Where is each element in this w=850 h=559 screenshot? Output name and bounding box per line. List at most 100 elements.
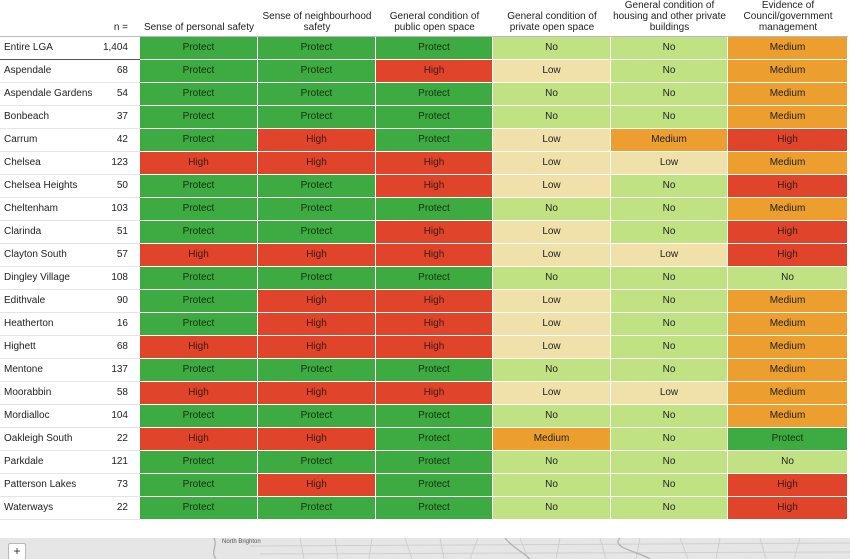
table-row: Edithvale 90 Protect High High Low No Medium (0, 290, 848, 313)
heat-cell: Protect (140, 175, 258, 198)
heat-cell: High (728, 175, 848, 198)
sample-size: 123 (100, 152, 140, 175)
heat-cell: No (493, 474, 611, 497)
area-label: Entire LGA (0, 37, 100, 60)
table-row: Carrum 42 Protect High Protect Low Medium High (0, 129, 848, 152)
heat-cell: Protect (258, 106, 376, 129)
heat-cell: Protect (258, 267, 376, 290)
heat-cell: Medium (728, 60, 848, 83)
heat-cell: High (376, 60, 493, 83)
heat-cell: High (728, 244, 848, 267)
table-row: Heatherton 16 Protect High High Low No Medium (0, 313, 848, 336)
header-row: n = Sense of personal safety Sense of ne… (0, 0, 848, 37)
heat-cell: No (493, 198, 611, 221)
heat-cell: Medium (728, 359, 848, 382)
map-preview[interactable]: + North Brighton (0, 538, 850, 559)
heat-cell: Protect (140, 37, 258, 60)
sample-size: 90 (100, 290, 140, 313)
heat-cell: No (728, 451, 848, 474)
table-row: Aspendale Gardens 54 Protect Protect Protect… (0, 83, 848, 106)
area-label: Edithvale (0, 290, 100, 313)
sample-size: 37 (100, 106, 140, 129)
heat-cell: Protect (258, 37, 376, 60)
heat-cell: Medium (611, 129, 728, 152)
heat-cell: High (258, 428, 376, 451)
heat-cell: Protect (140, 267, 258, 290)
heat-cell: No (611, 313, 728, 336)
heat-cell: Protect (140, 497, 258, 520)
heat-cell: No (611, 359, 728, 382)
sample-size: 73 (100, 474, 140, 497)
sample-size: 16 (100, 313, 140, 336)
table-row: Clarinda 51 Protect Protect High Low No High (0, 221, 848, 244)
heat-cell: Medium (728, 83, 848, 106)
table-row: Chelsea Heights 50 Protect Protect High Low No… (0, 175, 848, 198)
heat-cell: Medium (728, 37, 848, 60)
heat-cell: High (258, 152, 376, 175)
heat-cell: Medium (728, 405, 848, 428)
table-row: Chelsea 123 High High High Low Low Medium (0, 152, 848, 175)
area-column-header (0, 0, 100, 37)
heat-cell: Low (611, 152, 728, 175)
heat-cell: Protect (258, 175, 376, 198)
sample-size: 58 (100, 382, 140, 405)
heat-cell: High (258, 382, 376, 405)
area-label: Aspendale (0, 60, 100, 83)
heat-cell: Low (493, 336, 611, 359)
area-label: Aspendale Gardens (0, 83, 100, 106)
table-row: Dingley Village 108 Protect Protect Protect N… (0, 267, 848, 290)
table-row: Moorabbin 58 High High High Low Low Medium (0, 382, 848, 405)
heat-cell: Protect (728, 428, 848, 451)
area-label: Cheltenham (0, 198, 100, 221)
heat-cell: Low (493, 244, 611, 267)
column-header: General condition of housing and other p… (611, 0, 728, 37)
sample-size: 54 (100, 83, 140, 106)
map-streets (213, 538, 850, 559)
heat-cell: Low (493, 175, 611, 198)
area-label: Clarinda (0, 221, 100, 244)
heat-cell: Low (493, 313, 611, 336)
heat-cell: High (258, 313, 376, 336)
heat-cell: Protect (258, 60, 376, 83)
area-label: Chelsea Heights (0, 175, 100, 198)
heat-cell: Protect (140, 313, 258, 336)
sample-size: 22 (100, 428, 140, 451)
area-label: Clayton South (0, 244, 100, 267)
heat-cell: Medium (728, 382, 848, 405)
heat-cell: No (611, 37, 728, 60)
area-label: Oakleigh South (0, 428, 100, 451)
heat-cell: High (140, 152, 258, 175)
heat-cell: High (376, 244, 493, 267)
heat-cell: Protect (376, 267, 493, 290)
heat-cell: Protect (376, 83, 493, 106)
sample-size: 108 (100, 267, 140, 290)
heat-cell: High (140, 244, 258, 267)
heat-cell: Low (611, 244, 728, 267)
heat-cell: High (728, 497, 848, 520)
table-row: Patterson Lakes 73 Protect High Protect No No H… (0, 474, 848, 497)
n-column-header: n = (100, 0, 140, 37)
heat-cell: Protect (140, 60, 258, 83)
sample-size: 137 (100, 359, 140, 382)
heat-cell: No (611, 428, 728, 451)
heat-cell: High (258, 474, 376, 497)
heat-cell: Protect (258, 451, 376, 474)
heat-cell: Protect (376, 37, 493, 60)
heat-cell: No (493, 451, 611, 474)
heat-cell: Protect (258, 359, 376, 382)
heat-cell: Protect (140, 359, 258, 382)
heat-cell: High (728, 474, 848, 497)
column-header: Sense of neighbourhood safety (258, 0, 376, 37)
sample-size: 68 (100, 60, 140, 83)
area-label: Moorabbin (0, 382, 100, 405)
area-label: Mordialloc (0, 405, 100, 428)
zoom-in-button[interactable]: + (8, 543, 26, 559)
area-label: Dingley Village (0, 267, 100, 290)
heat-cell: Protect (140, 474, 258, 497)
heat-cell: Medium (728, 198, 848, 221)
heat-cell: High (376, 221, 493, 244)
heat-cell: Protect (140, 221, 258, 244)
area-label: Bonbeach (0, 106, 100, 129)
table-row: Clayton South 57 High High High Low Low High (0, 244, 848, 267)
heat-cell: Low (611, 382, 728, 405)
